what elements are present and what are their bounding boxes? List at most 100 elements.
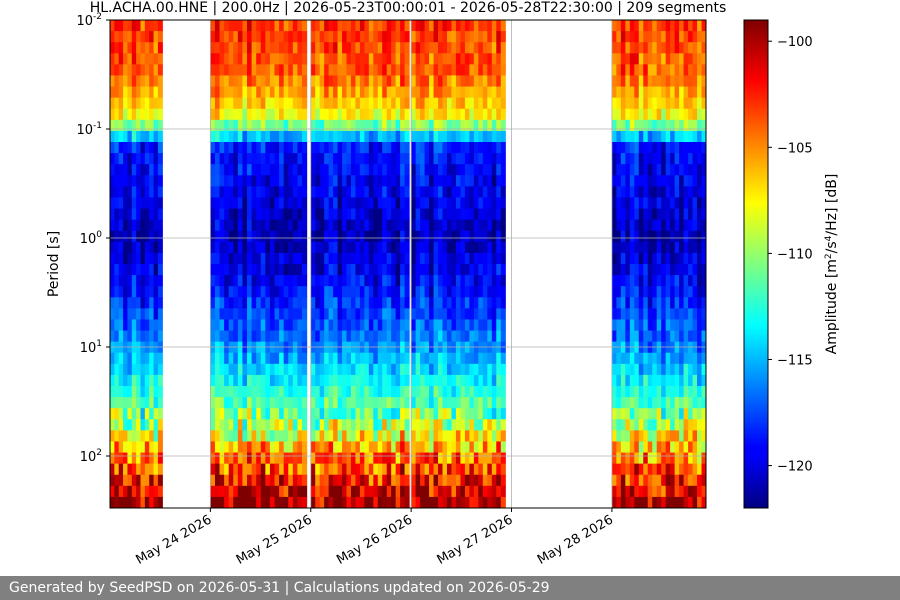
- heatmap-cell: [242, 175, 248, 187]
- heatmap-cell: [634, 374, 640, 387]
- heatmap-cell: [237, 153, 244, 165]
- heatmap-cell: [451, 153, 457, 165]
- heatmap-cell: [661, 108, 667, 121]
- heatmap-cell: [611, 241, 617, 254]
- heatmap-cell: [415, 374, 421, 387]
- heatmap-cell: [647, 286, 653, 298]
- heatmap-cell: [324, 419, 330, 431]
- heatmap-cell: [256, 264, 262, 276]
- heatmap-cell: [269, 452, 276, 465]
- heatmap-cell: [478, 164, 484, 176]
- heatmap-cell: [301, 86, 308, 99]
- heatmap-cell: [136, 374, 142, 387]
- heatmap-cell: [395, 319, 401, 332]
- heatmap-cell: [144, 175, 150, 187]
- heatmap-cell: [127, 297, 133, 309]
- heatmap-cell: [279, 97, 285, 110]
- heatmap-cell: [269, 97, 276, 110]
- heatmap-cell: [688, 441, 694, 454]
- heatmap-cell: [674, 485, 680, 498]
- heatmap-cell: [446, 97, 453, 110]
- heatmap-cell: [342, 119, 348, 132]
- heatmap-cell: [127, 20, 133, 32]
- heatmap-cell: [473, 430, 479, 443]
- heatmap-cell: [247, 341, 253, 354]
- heatmap-cell: [114, 42, 120, 54]
- heatmap-cell: [620, 352, 626, 365]
- heatmap-cell: [136, 119, 142, 132]
- heatmap-cell: [404, 441, 410, 454]
- heatmap-cell: [482, 119, 488, 132]
- heatmap-cell: [382, 197, 388, 210]
- heatmap-cell: [478, 452, 484, 465]
- heatmap-cell: [620, 142, 626, 154]
- heatmap-cell: [652, 363, 658, 376]
- heatmap-cell: [346, 130, 352, 143]
- heatmap-cell: [359, 86, 365, 99]
- heatmap-cell: [665, 408, 671, 420]
- heatmap-cell: [656, 130, 662, 143]
- heatmap-cell: [118, 308, 124, 321]
- heatmap-cell: [131, 441, 137, 454]
- heatmap-cell: [256, 397, 262, 409]
- heatmap-cell: [446, 42, 453, 54]
- heatmap-cell: [391, 219, 397, 232]
- heatmap-cell: [292, 75, 299, 88]
- heatmap-cell: [377, 230, 383, 243]
- heatmap-cell: [482, 31, 488, 43]
- heatmap-cell: [368, 241, 374, 254]
- heatmap-cell: [473, 97, 479, 110]
- heatmap-cell: [237, 64, 244, 77]
- heatmap-cell: [629, 153, 635, 165]
- heatmap-cell: [616, 230, 622, 243]
- heatmap-cell: [400, 374, 406, 387]
- heatmap-cell: [260, 397, 266, 409]
- heatmap-cell: [310, 119, 316, 132]
- heatmap-cell: [460, 75, 466, 88]
- heatmap-cell: [377, 252, 383, 265]
- heatmap-cell: [251, 130, 257, 143]
- heatmap-cell: [210, 397, 216, 409]
- heatmap-cell: [611, 230, 617, 243]
- heatmap-cell: [260, 53, 266, 65]
- heatmap-cell: [679, 441, 685, 454]
- y-tick-label: 10-1: [76, 121, 102, 138]
- heatmap-cell: [634, 86, 640, 99]
- heatmap-cell: [482, 130, 488, 143]
- heatmap-cell: [265, 363, 271, 376]
- heatmap-cell: [424, 374, 430, 387]
- heatmap-cell: [482, 219, 488, 232]
- heatmap-cell: [265, 31, 271, 43]
- heatmap-cell: [377, 430, 383, 443]
- heatmap-cell: [433, 319, 439, 332]
- heatmap-cell: [643, 142, 649, 154]
- heatmap-cell: [473, 352, 479, 365]
- heatmap-cell: [131, 64, 137, 77]
- heatmap-cell: [110, 186, 115, 199]
- heatmap-cell: [647, 64, 653, 77]
- heatmap-cell: [110, 363, 115, 376]
- heatmap-cell: [482, 86, 488, 99]
- heatmap-cell: [319, 53, 325, 65]
- heatmap-cell: [391, 463, 397, 476]
- heatmap-cell: [482, 397, 488, 409]
- heatmap-cell: [247, 330, 253, 343]
- heatmap-cell: [670, 297, 676, 309]
- heatmap-cell: [328, 175, 334, 187]
- heatmap-cell: [395, 186, 401, 199]
- heatmap-cell: [355, 430, 361, 443]
- heatmap-cell: [482, 363, 488, 376]
- heatmap-cell: [661, 419, 667, 431]
- heatmap-cell: [611, 186, 617, 199]
- heatmap-cell: [140, 241, 146, 254]
- heatmap-cell: [611, 130, 617, 143]
- heatmap-cell: [433, 230, 439, 243]
- heatmap-cell: [415, 97, 421, 110]
- heatmap-cell: [288, 20, 294, 32]
- heatmap-cell: [616, 208, 622, 221]
- heatmap-cell: [342, 352, 348, 365]
- heatmap-cell: [210, 264, 216, 276]
- heatmap-cell: [395, 474, 401, 487]
- heatmap-cell: [478, 408, 484, 420]
- heatmap-cell: [368, 452, 374, 465]
